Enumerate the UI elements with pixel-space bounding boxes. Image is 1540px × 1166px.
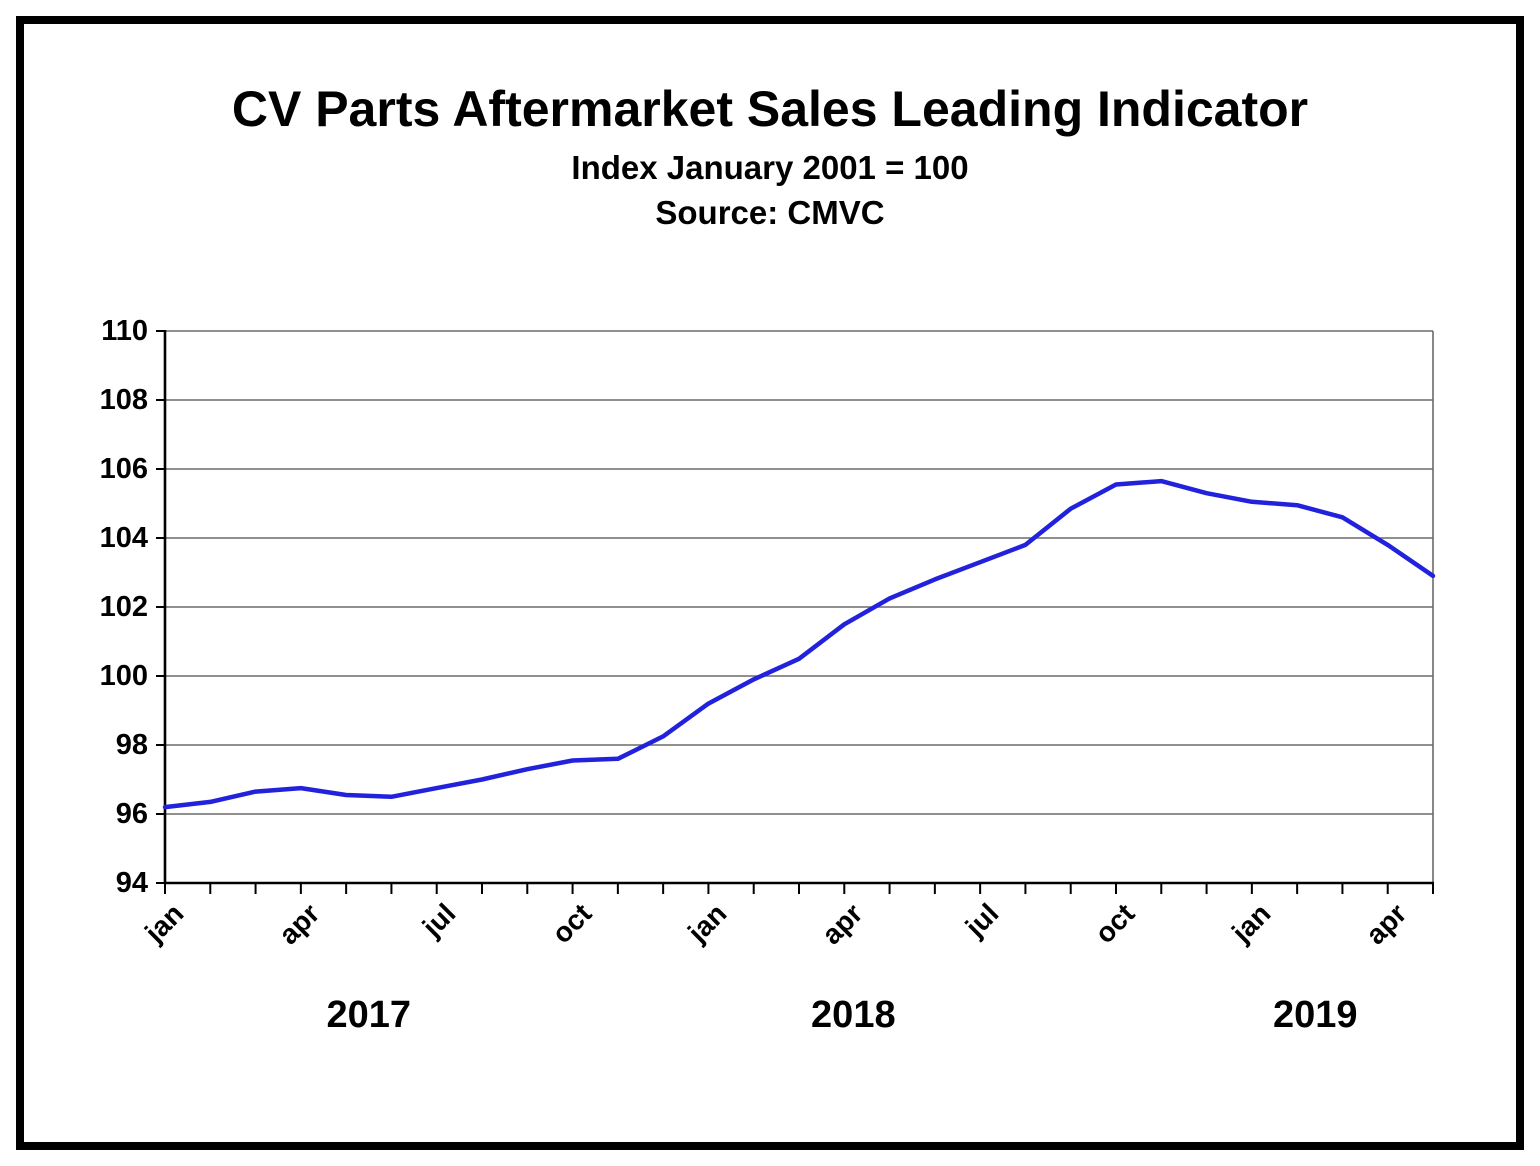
y-axis-label: 94 <box>115 867 148 899</box>
chart-subtitle: Index January 2001 = 100 <box>571 149 969 186</box>
y-axis-label: 110 <box>101 315 148 347</box>
chart-title: CV Parts Aftermarket Sales Leading Indic… <box>231 81 1309 137</box>
y-axis-label: 96 <box>115 798 148 830</box>
year-label: 2019 <box>1272 994 1358 1036</box>
outer-border <box>16 16 1524 1150</box>
data-series-line <box>162 478 1436 810</box>
chart-header: CV Parts Aftermarket Sales Leading Indic… <box>0 84 1540 229</box>
y-axis-label: 102 <box>99 591 148 623</box>
year-label: 2018 <box>811 994 896 1036</box>
y-axis-label: 108 <box>99 384 148 416</box>
y-axis-label: 104 <box>99 522 148 554</box>
chart-source: Source: CMVC <box>655 194 885 231</box>
y-axis-label: 106 <box>99 453 148 485</box>
y-axis-label: 98 <box>115 729 148 761</box>
y-axis-label: 100 <box>99 660 148 692</box>
year-label: 2017 <box>326 994 412 1036</box>
